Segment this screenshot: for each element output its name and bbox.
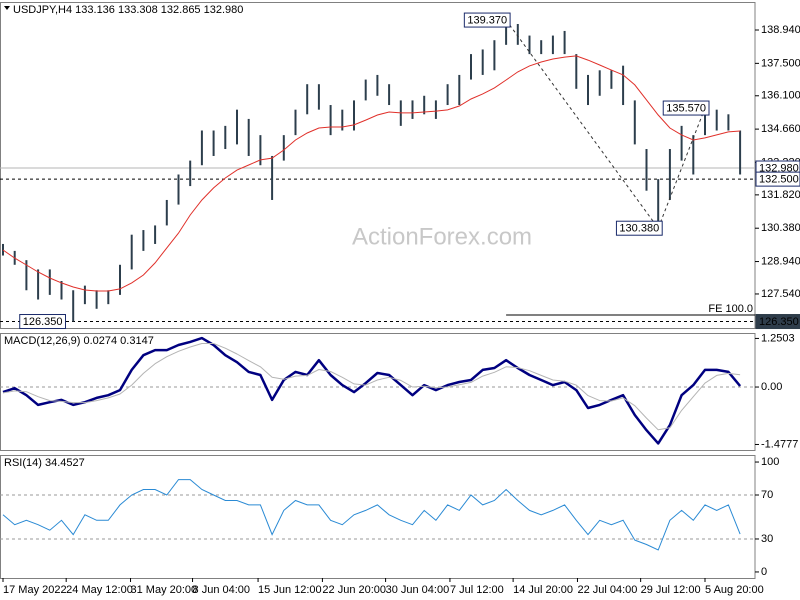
y-tick-label: 128.940 — [761, 255, 800, 267]
fe-label: FE 100.0 — [708, 303, 753, 315]
x-tick-label: 15 Jun 12:00 — [258, 584, 322, 596]
y-tick-label: 136.100 — [761, 90, 800, 102]
moving-average — [2, 55, 741, 292]
swing-line — [505, 19, 706, 230]
signal-line — [2, 343, 741, 431]
pane-frame — [0, 2, 756, 329]
price-level-label: 132.500 — [759, 174, 799, 186]
y-tick-label: 127.540 — [761, 288, 800, 300]
y-tick-label: 100 — [761, 456, 779, 468]
y-tick-label: 130.380 — [761, 222, 800, 234]
x-tick-label: 8 Jun 04:00 — [193, 584, 251, 596]
y-tick-label: -1.4777 — [761, 438, 798, 450]
menu-arrow — [4, 6, 10, 10]
price-level-label-box — [755, 314, 800, 330]
pane-frame — [0, 333, 756, 451]
swing-label-box — [615, 220, 663, 236]
pane-frame — [0, 455, 756, 579]
y-tick-label: 70 — [761, 489, 773, 501]
y-tick-label: 137.500 — [761, 57, 800, 69]
price-level-label: 132.980 — [759, 162, 799, 174]
y-tick-label: 138.940 — [761, 24, 800, 36]
swing-label: 135.570 — [666, 102, 706, 114]
x-tick-label: 5 Aug 20:00 — [705, 584, 764, 596]
y-tick-label: 30 — [761, 533, 773, 545]
x-tick-label: 7 Jul 12:00 — [450, 584, 504, 596]
swing-label-box — [463, 12, 511, 28]
y-tick-label: 0.00 — [761, 381, 782, 393]
y-tick-label: 131.820 — [761, 189, 800, 201]
swing-label: 139.370 — [467, 14, 507, 26]
level-annotation: 126.350 — [23, 316, 63, 328]
price-level-label-box — [755, 171, 800, 187]
x-tick-label: 30 Jun 04:00 — [386, 584, 450, 596]
macd-line — [2, 336, 742, 445]
swing-label-box — [662, 100, 710, 116]
pane-title: MACD(12,26,9) 0.0274 0.3147 — [4, 335, 154, 347]
x-tick-label: 31 May 20:00 — [131, 584, 198, 596]
price-level-label: 126.350 — [759, 316, 799, 328]
indicator-line — [2, 479, 741, 551]
x-tick-label: 17 May 2022 — [3, 584, 67, 596]
level-annotation-box — [19, 314, 66, 330]
pane-title: RSI(14) 34.4527 — [4, 457, 85, 469]
x-tick-label: 22 Jul 04:00 — [577, 584, 637, 596]
watermark: ActionForex.com — [352, 223, 532, 250]
y-tick-label: 134.660 — [761, 123, 800, 135]
x-tick-label: 24 May 12:00 — [66, 584, 133, 596]
y-tick-label: 0 — [761, 566, 767, 578]
y-tick-label: 1.2503 — [761, 332, 795, 344]
swing-label: 130.380 — [619, 223, 659, 235]
x-tick-label: 29 Jul 12:00 — [641, 584, 701, 596]
x-tick-label: 22 Jun 20:00 — [322, 584, 386, 596]
pane-title: USDJPY,H4 133.136 133.308 132.865 132.98… — [13, 4, 243, 16]
x-tick-label: 14 Jul 20:00 — [513, 584, 573, 596]
